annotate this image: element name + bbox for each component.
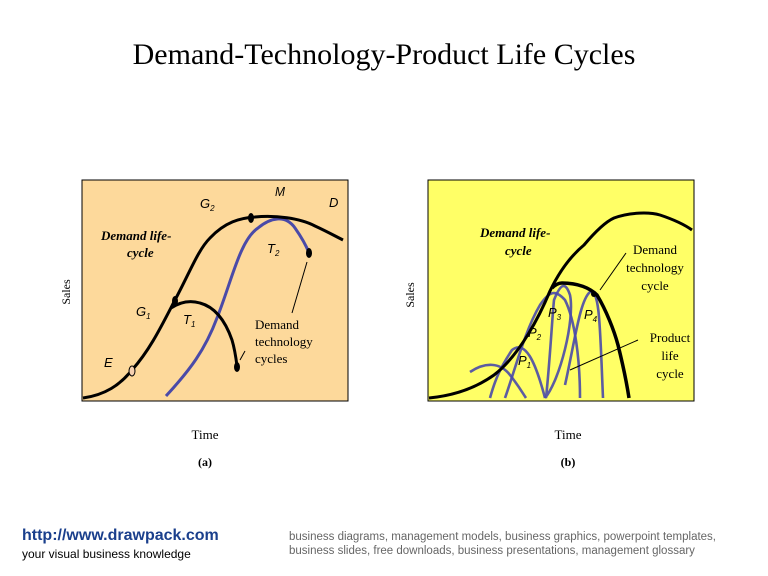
point-g2-label: G2 [200, 196, 215, 213]
panel-caption: (a) [198, 455, 212, 469]
panel-b-demand-curve [428, 211, 693, 400]
y-axis-label: Sales [403, 282, 417, 308]
technology-cycle-marker [591, 291, 597, 297]
x-axis-label: Time [192, 427, 219, 442]
product-4-label: P4 [584, 307, 598, 324]
x-axis-label: Time [555, 427, 582, 442]
point-g1-label: G1 [136, 304, 151, 321]
footer-keywords: business diagrams, management models, bu… [289, 531, 716, 557]
product-callout-text: Product [650, 330, 691, 345]
t1-label: T1 [183, 312, 195, 329]
product-2-label: P2 [528, 325, 542, 342]
label-letter: G [136, 304, 146, 319]
tech-callout-text: Demand [633, 242, 678, 257]
panel-a-background [81, 179, 349, 402]
point-e-label: E [104, 355, 113, 370]
product-cycle-3 [543, 284, 573, 399]
t2-end-marker [306, 248, 312, 258]
tech-callout-text: technology [626, 260, 684, 275]
footer-link[interactable]: http://www.drawpack.com [22, 527, 219, 544]
point-d-label: D [329, 195, 338, 210]
label-subscript: 3 [557, 313, 562, 322]
point-g1-marker [172, 296, 178, 306]
footer-tagline: your visual business knowledge [22, 547, 191, 561]
demand-life-cycle-label: cycle [127, 245, 154, 260]
label-letter: P [528, 325, 537, 340]
panel-a: Demand life- cycle E G1 G2 M D T1 T2 Dem… [59, 179, 349, 469]
page-title: Demand-Technology-Product Life Cycles [132, 38, 636, 71]
label-letter: T [267, 241, 276, 256]
t1-end-marker [234, 362, 240, 372]
callout-line [239, 350, 246, 361]
product-callout-text: life [661, 348, 679, 363]
label-letter: P [518, 353, 527, 368]
callout-text: technology [255, 334, 313, 349]
callout-line [599, 252, 627, 291]
label-letter: T [183, 312, 192, 327]
demand-life-cycle-label: cycle [505, 243, 532, 258]
callout-line [569, 339, 639, 371]
panel-a-technology-cycle-1 [170, 300, 239, 367]
label-subscript: 2 [274, 249, 280, 258]
label-letter: P [548, 305, 557, 320]
panel-b-technology-cycle [550, 281, 631, 399]
product-cycle-1 [469, 363, 528, 399]
label-subscript: 1 [191, 320, 195, 329]
tech-callout-text: cycle [641, 278, 669, 293]
product-cycle-2 [503, 291, 582, 399]
product-callout-text: cycle [656, 366, 684, 381]
point-g2-marker [248, 213, 254, 223]
product-1-label: P1 [518, 353, 531, 370]
y-axis-label: Sales [59, 279, 73, 305]
label-subscript: 1 [527, 361, 531, 370]
panel-b: Demand life- cycle Demand technology cyc… [403, 179, 695, 469]
label-subscript: 4 [593, 315, 598, 324]
demand-life-cycle-label: Demand life- [479, 225, 550, 240]
label-subscript: 2 [209, 204, 215, 213]
callout-text: Demand [255, 317, 300, 332]
product-cycle-4 [563, 290, 605, 399]
label-letter: P [584, 307, 593, 322]
callout-text: cycles [255, 351, 287, 366]
label-letter: G [200, 196, 210, 211]
panel-a-technology-cycle-2 [164, 217, 311, 398]
label-subscript: 2 [536, 333, 542, 342]
product-cycle-1 [488, 346, 547, 399]
point-e-marker [128, 365, 136, 377]
product-3-label: P3 [548, 305, 562, 322]
demand-life-cycle-label: Demand life- [100, 228, 171, 243]
point-m-label: M [275, 184, 285, 199]
t2-label: T2 [267, 241, 280, 258]
callout-line [291, 261, 308, 314]
panel-caption: (b) [561, 455, 576, 469]
label-subscript: 1 [146, 312, 150, 321]
